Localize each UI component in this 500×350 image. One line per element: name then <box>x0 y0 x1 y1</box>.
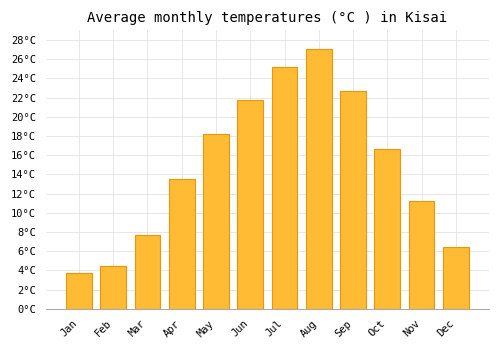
Bar <box>169 179 194 309</box>
Bar <box>203 134 229 309</box>
Bar <box>272 67 297 309</box>
Bar <box>443 247 468 309</box>
Title: Average monthly temperatures (°C ) in Kisai: Average monthly temperatures (°C ) in Ki… <box>88 11 448 25</box>
Bar <box>306 49 332 309</box>
Bar <box>134 235 160 309</box>
Bar <box>374 149 400 309</box>
Bar <box>340 91 366 309</box>
Bar <box>100 266 126 309</box>
Bar <box>409 201 434 309</box>
Bar <box>66 273 92 309</box>
Bar <box>238 99 263 309</box>
